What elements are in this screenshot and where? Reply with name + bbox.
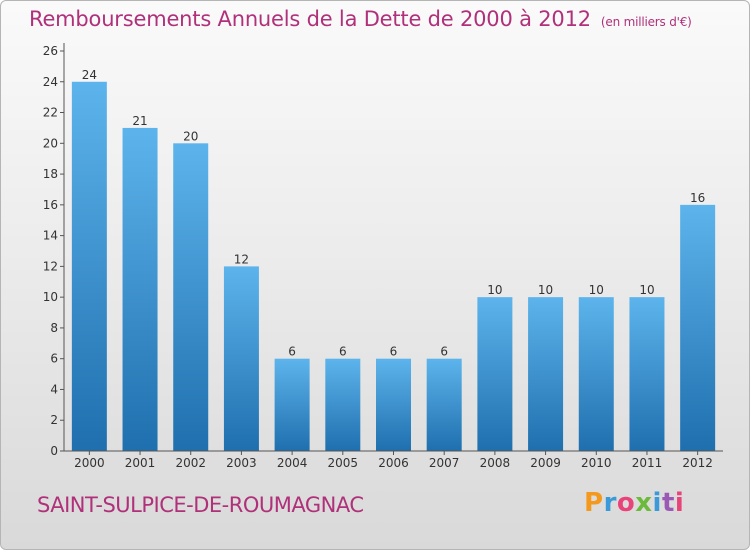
y-tick-label: 2 — [50, 413, 58, 427]
logo-letter: t — [661, 488, 675, 518]
bar — [376, 358, 411, 451]
data-label: 21 — [132, 114, 147, 128]
y-tick-label: 4 — [50, 382, 58, 396]
data-label: 6 — [339, 345, 347, 359]
y-tick-label: 26 — [43, 44, 58, 58]
y-tick-label: 6 — [50, 352, 58, 366]
x-tick-label: 2000 — [74, 456, 105, 470]
data-label: 24 — [82, 68, 97, 82]
x-tick-label: 2001 — [125, 456, 156, 470]
bar — [325, 358, 361, 451]
x-tick-label: 2007 — [429, 456, 460, 470]
bar — [680, 204, 716, 451]
data-label: 16 — [690, 191, 705, 205]
logo-letter: i — [652, 488, 662, 518]
y-tick-label: 22 — [43, 106, 58, 120]
data-label: 12 — [234, 252, 249, 266]
logo-letter: P — [584, 488, 604, 518]
x-tick-label: 2005 — [328, 456, 359, 470]
bar — [173, 143, 209, 452]
data-label: 6 — [440, 345, 448, 359]
x-tick-label: 2010 — [581, 456, 612, 470]
x-tick-label: 2006 — [378, 456, 409, 470]
logo-letter: r — [603, 488, 617, 518]
logo-letter: x — [635, 488, 653, 518]
data-label: 6 — [288, 345, 296, 359]
y-tick-label: 0 — [50, 444, 58, 458]
data-label: 6 — [390, 345, 398, 359]
data-label: 20 — [183, 129, 198, 143]
bar — [477, 297, 513, 451]
data-label: 10 — [487, 283, 502, 297]
commune-name: SAINT-SULPICE-DE-ROUMAGNAC — [37, 493, 364, 517]
data-label: 10 — [639, 283, 654, 297]
logo-letter: o — [616, 488, 636, 518]
x-tick-label: 2002 — [175, 456, 206, 470]
chart-title-text: Remboursements Annuels de la Dette de 20… — [29, 7, 591, 31]
x-tick-label: 2012 — [682, 456, 713, 470]
x-tick-label: 2008 — [480, 456, 511, 470]
bar — [122, 127, 158, 451]
x-tick-label: 2004 — [277, 456, 308, 470]
chart-unit-note: (en milliers d'€) — [600, 15, 692, 29]
y-tick-label: 20 — [43, 136, 58, 150]
y-tick-label: 8 — [50, 321, 58, 335]
bar — [629, 297, 665, 451]
x-tick-label: 2009 — [530, 456, 561, 470]
bar — [426, 358, 462, 451]
y-tick-label: 10 — [43, 290, 58, 304]
y-tick-label: 24 — [43, 75, 58, 89]
y-tick-label: 16 — [43, 198, 58, 212]
chart-title: Remboursements Annuels de la Dette de 20… — [29, 7, 692, 31]
bar — [528, 297, 564, 451]
bar — [71, 81, 107, 452]
bar — [223, 266, 259, 451]
y-tick-label: 18 — [43, 167, 58, 181]
x-tick-label: 2011 — [632, 456, 663, 470]
data-label: 10 — [589, 283, 604, 297]
proxiti-logo[interactable]: Proxiti — [584, 488, 684, 518]
bar — [578, 297, 614, 451]
y-tick-label: 14 — [43, 229, 58, 243]
x-tick-label: 2003 — [226, 456, 257, 470]
logo-letter: i — [674, 488, 685, 518]
bar — [274, 358, 310, 451]
y-tick-label: 12 — [43, 259, 58, 273]
data-label: 10 — [538, 283, 553, 297]
